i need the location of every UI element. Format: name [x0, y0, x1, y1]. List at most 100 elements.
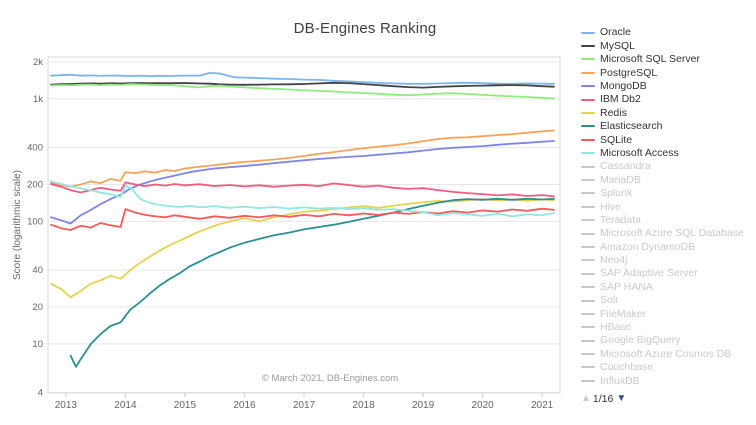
x-tick-label: 2014: [114, 400, 137, 411]
legend-label: InfluxDB: [600, 374, 640, 387]
legend-swatch-filemaker: [581, 312, 595, 315]
legend-label: Couchbase: [600, 361, 654, 374]
legend-swatch-oracle: [581, 31, 595, 34]
legend-page-up-icon[interactable]: ▲: [581, 392, 591, 404]
legend-item-google-bigquery[interactable]: Google BigQuery: [581, 334, 754, 347]
legend-item-couchbase[interactable]: Couchbase: [581, 361, 754, 374]
legend-swatch-mongodb: [581, 85, 595, 88]
series-line-microsoft-access[interactable]: [50, 180, 555, 218]
legend-swatch-neo4j: [581, 259, 595, 262]
legend-swatch-sqlite: [581, 138, 595, 141]
legend-item-splunk[interactable]: Splunk: [581, 187, 754, 200]
legend-label: SAP HANA: [600, 280, 653, 293]
legend-page-indicator: 1/16: [592, 392, 614, 405]
legend-label: MongoDB: [600, 80, 647, 92]
legend-swatch-teradata: [581, 219, 595, 222]
legend-item-redis[interactable]: Redis: [581, 106, 754, 119]
legend-label: Microsoft Access: [600, 146, 679, 159]
series-line-redis[interactable]: [50, 198, 555, 299]
credits-text: © March 2021, DB-Engines.com: [261, 373, 399, 384]
legend-item-hbase[interactable]: HBase: [581, 321, 754, 334]
series-line-mysql[interactable]: [50, 81, 555, 89]
x-tick-label: 2021: [531, 400, 554, 411]
legend-swatch-sap-hana: [581, 286, 595, 289]
legend-item-sap-adaptive-server[interactable]: SAP Adaptive Server: [581, 267, 754, 280]
legend-item-cassandra[interactable]: Cassandra: [581, 160, 754, 173]
series-line-elasticsearch[interactable]: [69, 197, 555, 368]
x-tick-label: 2020: [471, 400, 494, 411]
legend-label: PostgreSQL: [600, 66, 658, 79]
series-line-ibm-db2[interactable]: [50, 181, 555, 198]
legend-swatch-hbase: [581, 326, 595, 329]
y-tick-label: 4: [38, 388, 43, 399]
legend-label: SQLite: [600, 133, 633, 146]
legend-item-neo4j[interactable]: Neo4j: [581, 254, 754, 267]
legend-label: MariaDB: [600, 173, 641, 186]
legend-item-influxdb[interactable]: InfluxDB: [581, 374, 754, 387]
legend-item-mysql[interactable]: MySQL: [581, 39, 754, 52]
legend-swatch-redis: [581, 112, 595, 115]
plot-border: [47, 56, 561, 394]
legend-swatch-ibm-db2: [581, 98, 595, 101]
legend-swatch-sap-adaptive-server: [581, 272, 595, 275]
y-tick-label: 40: [32, 265, 43, 276]
legend-page-down-icon[interactable]: ▼: [616, 392, 627, 404]
y-tick-label: 2k: [33, 57, 43, 68]
chart-title: DB-Engines Ranking: [293, 20, 437, 37]
legend: Oracle MySQL Microsoft SQL Server PostgreSQ…: [581, 26, 754, 405]
legend-item-mongodb[interactable]: MongoDB: [581, 80, 754, 93]
legend-item-solr[interactable]: Solr: [581, 294, 754, 307]
legend-item-hive[interactable]: Hive: [581, 200, 754, 213]
legend-label: SAP Adaptive Server: [600, 267, 698, 280]
legend-item-filemaker[interactable]: FileMaker: [581, 307, 754, 320]
legend-item-sqlite[interactable]: SQLite: [581, 133, 754, 146]
plot-area: 2k 1k 400 200 100 40 20 10 4 2013 2014 2015 2016 2017…: [27, 56, 561, 411]
legend-label: Cassandra: [600, 160, 651, 173]
legend-item-microsoft-sql-server[interactable]: Microsoft SQL Server: [581, 53, 754, 66]
y-tick-label: 100: [27, 216, 43, 227]
legend-swatch-postgresql: [581, 71, 595, 74]
legend-item-microsoft-azure-cosmos-db[interactable]: Microsoft Azure Cosmos DB: [581, 347, 754, 360]
legend-label: Microsoft Azure Cosmos DB: [600, 347, 732, 360]
legend-swatch-amazon-dynamodb: [581, 245, 595, 248]
legend-swatch-influxdb: [581, 379, 595, 382]
series-line-sqlite[interactable]: [50, 207, 555, 231]
legend-swatch-couchbase: [581, 366, 595, 369]
legend-swatch-google-bigquery: [581, 339, 595, 342]
legend-label: HBase: [600, 321, 632, 334]
legend-swatch-splunk: [581, 192, 595, 195]
legend-swatch-microsoft-sql-server: [581, 58, 595, 61]
legend-item-oracle[interactable]: Oracle: [581, 26, 754, 39]
y-tick-label: 1k: [33, 94, 43, 105]
series-line-microsoft-sql-server[interactable]: [50, 83, 555, 100]
legend-label: Elasticsearch: [600, 120, 663, 133]
legend-label: Teradata: [600, 213, 641, 226]
legend-label: Microsoft SQL Server: [600, 53, 700, 66]
x-tick-label: 2015: [174, 400, 197, 411]
legend-label: Hive: [600, 200, 622, 213]
x-tick-label: 2016: [233, 400, 256, 411]
series-line-mongodb[interactable]: [50, 140, 555, 225]
legend-swatch-solr: [581, 299, 595, 302]
legend-label: IBM Db2: [600, 93, 641, 106]
legend-item-mariadb[interactable]: MariaDB: [581, 173, 754, 186]
legend-label: FileMaker: [600, 307, 647, 320]
legend-item-postgresql[interactable]: PostgreSQL: [581, 66, 754, 79]
legend-swatch-cassandra: [581, 165, 595, 168]
legend-swatch-microsoft-azure-cosmos-db: [581, 353, 595, 356]
legend-label: Google BigQuery: [600, 334, 681, 347]
legend-item-ibm-db2[interactable]: IBM Db2: [581, 93, 754, 106]
y-tick-label: 10: [32, 339, 43, 350]
legend-label: Neo4j: [600, 254, 628, 267]
legend-item-teradata[interactable]: Teradata: [581, 213, 754, 226]
legend-item-sap-hana[interactable]: SAP HANA: [581, 280, 754, 293]
legend-label: Amazon DynamoDB: [600, 240, 696, 253]
legend-swatch-microsoft-access: [581, 152, 595, 155]
series-line-oracle[interactable]: [50, 72, 555, 85]
legend-item-microsoft-access[interactable]: Microsoft Access: [581, 147, 754, 160]
legend-item-elasticsearch[interactable]: Elasticsearch: [581, 120, 754, 133]
legend-item-microsoft-azure-sql-database[interactable]: Microsoft Azure SQL Database: [581, 227, 754, 240]
series-line-postgresql[interactable]: [50, 129, 555, 188]
legend-item-amazon-dynamodb[interactable]: Amazon DynamoDB: [581, 240, 754, 253]
